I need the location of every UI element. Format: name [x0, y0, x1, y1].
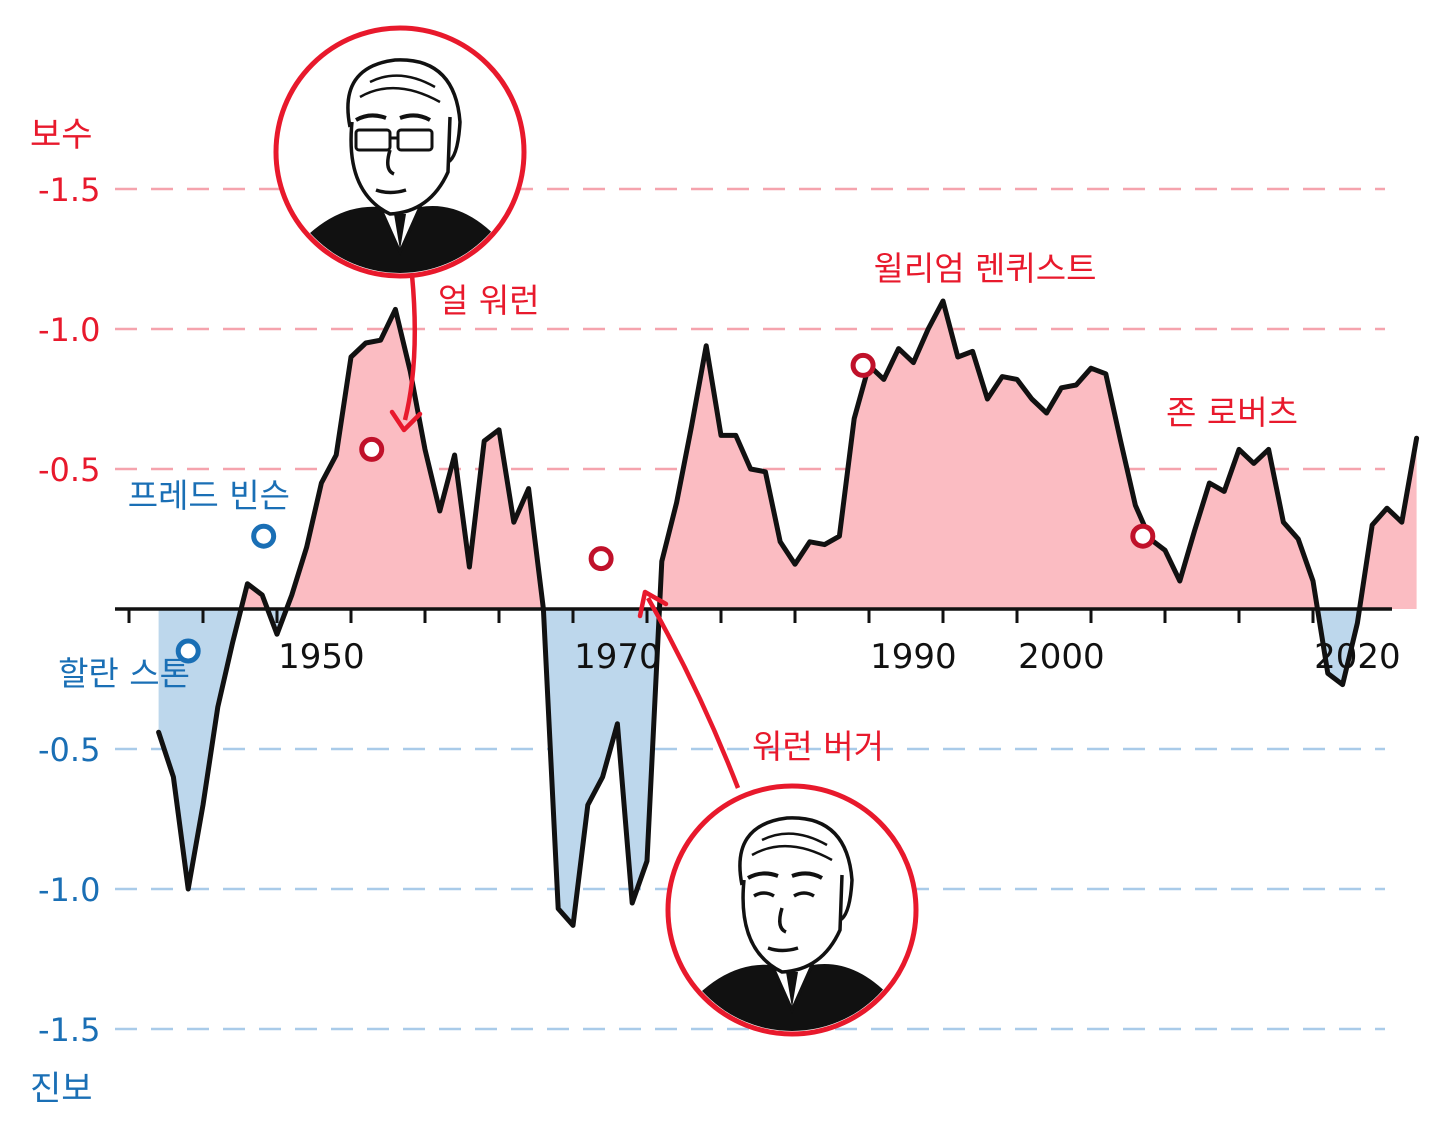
x-axis: 1950 1970 1990 2000 2020 — [115, 607, 1401, 677]
x-tick-label: 1950 — [278, 637, 365, 677]
ideology-line — [156, 298, 1420, 928]
marker-label: 윌리엄 렌퀴스트 — [873, 249, 1096, 288]
arrow-warren-burger — [646, 596, 741, 789]
y-tick-label-conservative: -1.0 — [38, 311, 100, 349]
marker-dot — [175, 638, 201, 664]
marker-dot — [588, 546, 614, 572]
marker-label: 존 로버츠 — [1166, 393, 1298, 432]
area-conservative — [659, 301, 1318, 609]
y-tick-label-liberal: -0.5 — [38, 731, 100, 769]
marker-label: 얼 워런 — [438, 281, 540, 320]
arrowhead-earl-warren — [389, 409, 423, 433]
marker-dot — [251, 523, 277, 549]
marker-dot — [359, 436, 385, 462]
arrow-earl-warren — [402, 274, 418, 421]
area-conservative — [286, 309, 544, 609]
area-conservative — [1359, 438, 1417, 609]
y-label-liberal: 진보 — [30, 1069, 93, 1109]
marker-dot — [850, 352, 876, 378]
y-axis-labels: 보수 진보 — [30, 115, 93, 1109]
marker-label: 워런 버거 — [752, 727, 884, 766]
arrowhead-warren-burger — [637, 589, 669, 619]
y-tick-label-liberal: -1.0 — [38, 871, 100, 909]
marker-label: 할란 스톤 — [58, 654, 190, 693]
portrait-earl-warren — [273, 25, 527, 279]
grid-lines: -1.5 -1.0 -0.5 -0.5 -1.0 -1.5 — [38, 171, 1385, 1049]
area-liberal — [543, 609, 660, 926]
marker-label: 프레드 빈슨 — [128, 476, 290, 515]
y-tick-label-conservative: -1.5 — [38, 171, 100, 209]
ideology-series-line — [156, 298, 1420, 928]
y-label-conservative: 보수 — [30, 115, 93, 155]
x-tick-label: 2000 — [1018, 637, 1105, 677]
portrait-warren-burger — [665, 783, 919, 1037]
x-tick-label: 1990 — [870, 637, 957, 677]
y-tick-label-liberal: -1.5 — [38, 1011, 100, 1049]
y-tick-label-conservative: -0.5 — [38, 451, 100, 489]
x-tick-label: 1970 — [574, 637, 661, 677]
marker-dot — [1130, 523, 1156, 549]
